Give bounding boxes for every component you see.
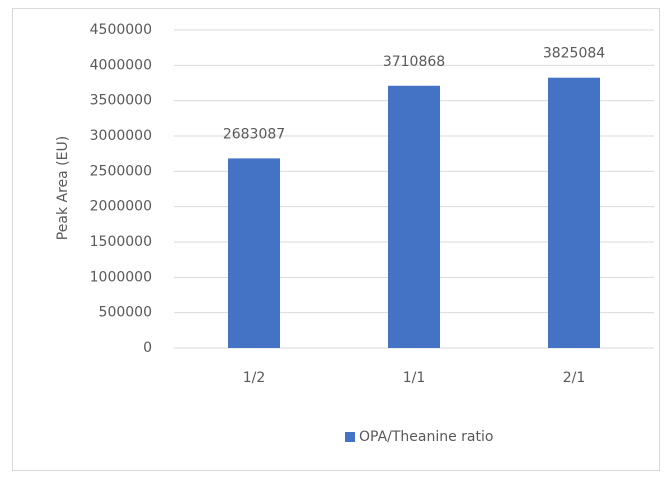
x-tick-label: 2/1 bbox=[563, 370, 586, 386]
bar bbox=[548, 77, 600, 348]
y-axis-title: Peak Area (EU) bbox=[55, 136, 71, 240]
bar bbox=[228, 158, 280, 348]
x-tick-label: 1/2 bbox=[243, 370, 266, 386]
bar bbox=[388, 85, 440, 349]
y-tick-label: 1000000 bbox=[90, 269, 152, 285]
legend-label: OPA/Theanine ratio bbox=[359, 429, 493, 445]
y-tick-label: 1500000 bbox=[90, 234, 152, 250]
y-tick-label: 0 bbox=[143, 340, 152, 356]
y-tick-label: 4000000 bbox=[90, 57, 152, 73]
data-label: 3825084 bbox=[543, 46, 605, 62]
data-label: 3710868 bbox=[383, 54, 445, 70]
y-tick-label: 2500000 bbox=[90, 163, 152, 179]
y-tick-label: 3000000 bbox=[90, 128, 152, 144]
y-tick-label: 3500000 bbox=[90, 93, 152, 109]
legend-swatch bbox=[345, 432, 355, 442]
y-tick-label: 2000000 bbox=[90, 199, 152, 215]
y-tick-label: 500000 bbox=[99, 305, 152, 321]
y-tick-label: 4500000 bbox=[90, 22, 152, 38]
data-label: 2683087 bbox=[223, 126, 285, 142]
x-tick-label: 1/1 bbox=[403, 370, 426, 386]
